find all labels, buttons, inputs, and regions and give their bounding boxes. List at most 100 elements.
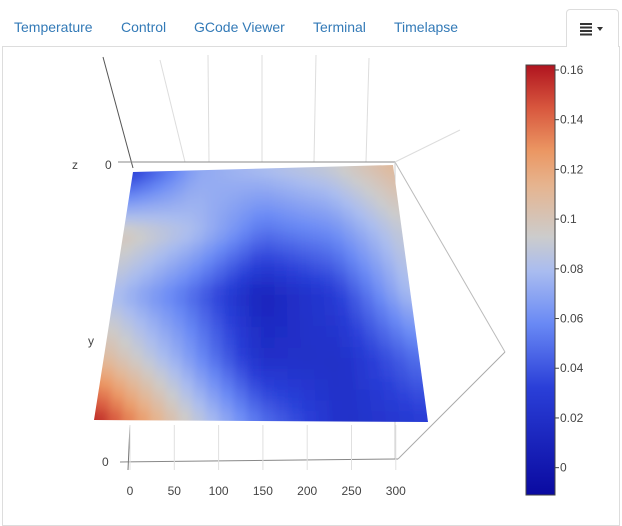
surface-cell (149, 295, 164, 307)
surface-cell (339, 176, 352, 189)
surface-cell (387, 207, 401, 220)
surface-cell (240, 178, 253, 191)
surface-cell (286, 325, 301, 338)
surface-cell (187, 284, 202, 296)
surface-cell (235, 326, 250, 338)
surface-cell (284, 177, 297, 190)
surface-cell (413, 314, 428, 326)
surface-cell (288, 399, 303, 411)
surface-cell (286, 315, 301, 327)
surface-cell (122, 399, 139, 411)
surface-cell (397, 293, 413, 305)
surface-cell (94, 368, 103, 379)
surface-cell (380, 250, 395, 262)
surface-cell (197, 165, 210, 171)
surface-cell (172, 191, 186, 203)
tab-terminal[interactable]: Terminal (313, 19, 366, 35)
tab-gcode-viewer[interactable]: GCode Viewer (194, 19, 285, 35)
surface-cell (183, 336, 198, 348)
surface-cell (295, 177, 308, 190)
surface-cell (140, 264, 155, 276)
surface-cell (114, 274, 130, 286)
surface-cell (217, 190, 230, 202)
colorbar-tick-label: 0.16 (560, 63, 584, 77)
surface-cell (163, 170, 177, 182)
surface-cell (109, 305, 125, 317)
surface-cell (326, 357, 342, 369)
surface-cell (309, 262, 324, 274)
surface-cell (100, 285, 116, 297)
surface-cell (361, 304, 376, 316)
surface-cell (147, 212, 161, 224)
surface-cell (297, 230, 310, 242)
surface-cell (324, 304, 338, 316)
surface-cell (162, 284, 177, 296)
surface-cell (379, 357, 395, 369)
surface-cell (274, 283, 288, 295)
surface-cell (229, 168, 242, 181)
surface-cell (135, 305, 150, 317)
tab-control[interactable]: Control (121, 19, 167, 35)
surface-cell (358, 272, 373, 284)
z-axis-label: z (72, 158, 78, 172)
surface-cell (248, 336, 262, 348)
surface-cell (199, 284, 214, 296)
surface-cell (163, 274, 178, 286)
surface-cell (167, 368, 183, 380)
surface-cell (192, 388, 208, 401)
surface-cell (168, 357, 183, 369)
surface-cell (342, 399, 358, 412)
surface-cell (360, 293, 375, 305)
surface-cell (320, 230, 334, 242)
surface-cell (232, 410, 248, 422)
surface-cell (285, 262, 299, 274)
surface-cell (325, 336, 341, 348)
surface-cell (274, 389, 289, 401)
surface-cell (147, 305, 163, 317)
surface-cell (247, 378, 262, 390)
surface-cell (207, 368, 222, 380)
surface-cell (184, 180, 198, 192)
surface-cell (249, 273, 263, 285)
surface-cell (251, 189, 264, 201)
more-tabs-dropdown[interactable] (566, 9, 619, 47)
surface-cell (164, 263, 179, 276)
surface-cell (211, 294, 226, 306)
surface-cell (144, 233, 159, 245)
surface-cell (352, 346, 367, 359)
surface-cell (302, 420, 318, 422)
surface-cell (198, 305, 213, 317)
surface-cell (173, 305, 188, 317)
tab-timelapse[interactable]: Timelapse (394, 19, 459, 35)
surface-cell (104, 264, 119, 276)
surface-cell (261, 336, 275, 348)
surface-cell (359, 282, 374, 295)
surface-cell (274, 368, 289, 380)
surface-cell (299, 315, 314, 327)
surface-cell (312, 336, 327, 348)
surface-cell (134, 222, 149, 235)
surface-cell (427, 421, 428, 422)
surface-cell (302, 410, 317, 422)
surface-cell (142, 347, 158, 359)
colorbar-tick-label: 0.06 (560, 312, 584, 326)
surface-cell (184, 326, 199, 338)
surface-cell (361, 175, 375, 188)
surface-cell (354, 378, 370, 391)
surface-cell (236, 305, 250, 317)
surface-cell (364, 336, 380, 348)
surface-cell (238, 231, 252, 243)
surface-cell (184, 315, 199, 327)
surface-cell (331, 219, 345, 231)
surface-cell (207, 179, 220, 192)
surface-cell (262, 241, 275, 253)
surface-cell (330, 421, 346, 422)
tab-temperature[interactable]: Temperature (14, 19, 93, 35)
surface-cell (193, 378, 209, 390)
surface-cell (180, 222, 195, 234)
surface-cell (274, 399, 289, 411)
surface-cell (357, 410, 373, 422)
surface-cell (173, 180, 187, 192)
surface-cell (364, 207, 378, 220)
